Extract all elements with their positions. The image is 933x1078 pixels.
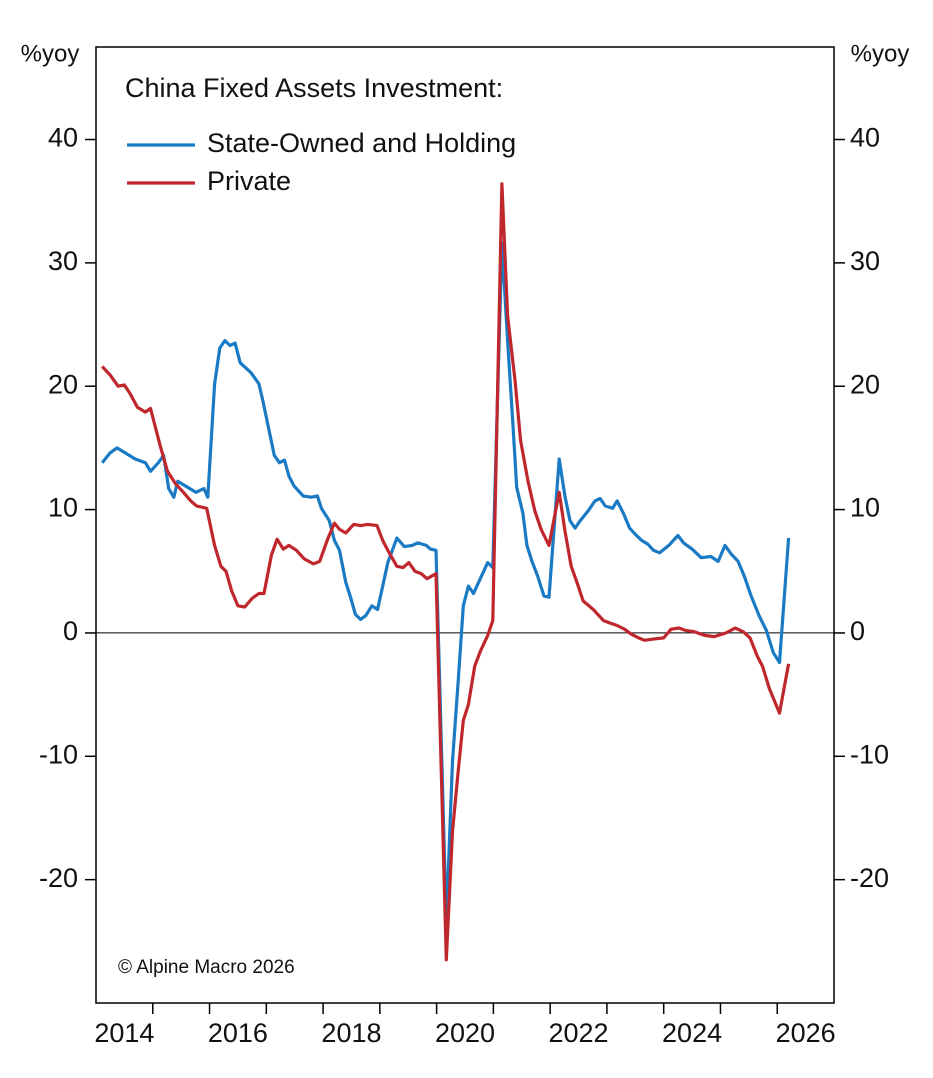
y2-tick-label: -20 (850, 863, 889, 893)
legend-label: Private (207, 166, 291, 196)
y-tick-label: 40 (48, 123, 78, 153)
y2-tick-label: 0 (850, 616, 865, 646)
y-tick-label: 10 (48, 493, 78, 523)
series-line (101, 182, 791, 962)
legend-title: China Fixed Assets Investment: (125, 73, 503, 103)
y2-tick-label: 10 (850, 493, 880, 523)
x-tick-label: 2018 (321, 1018, 381, 1048)
y2-tick-label: 40 (850, 123, 880, 153)
y2-tick-label: -10 (850, 739, 889, 769)
y-tick-label: 30 (48, 246, 78, 276)
y-tick-label: -10 (39, 739, 78, 769)
legend-label: State-Owned and Holding (207, 128, 516, 158)
x-tick-label: 2024 (662, 1018, 722, 1048)
plot-frame (95, 46, 835, 1004)
y-tick-label: 20 (48, 369, 78, 399)
x-tick-label: 2016 (208, 1018, 268, 1048)
y-unit-left: %yoy (21, 40, 80, 67)
x-tick-label: 2026 (776, 1018, 836, 1048)
x-tick-label: 2022 (548, 1018, 608, 1048)
y2-tick-label: 20 (850, 369, 880, 399)
y-tick-label: -20 (39, 863, 78, 893)
y2-tick-label: 30 (850, 246, 880, 276)
y-unit-right: %yoy (851, 40, 910, 67)
y-tick-label: 0 (63, 616, 78, 646)
x-tick-label: 2014 (94, 1018, 154, 1048)
x-tick-label: 2020 (435, 1018, 495, 1048)
copyright: © Alpine Macro 2026 (118, 957, 295, 978)
series-line (100, 241, 791, 925)
